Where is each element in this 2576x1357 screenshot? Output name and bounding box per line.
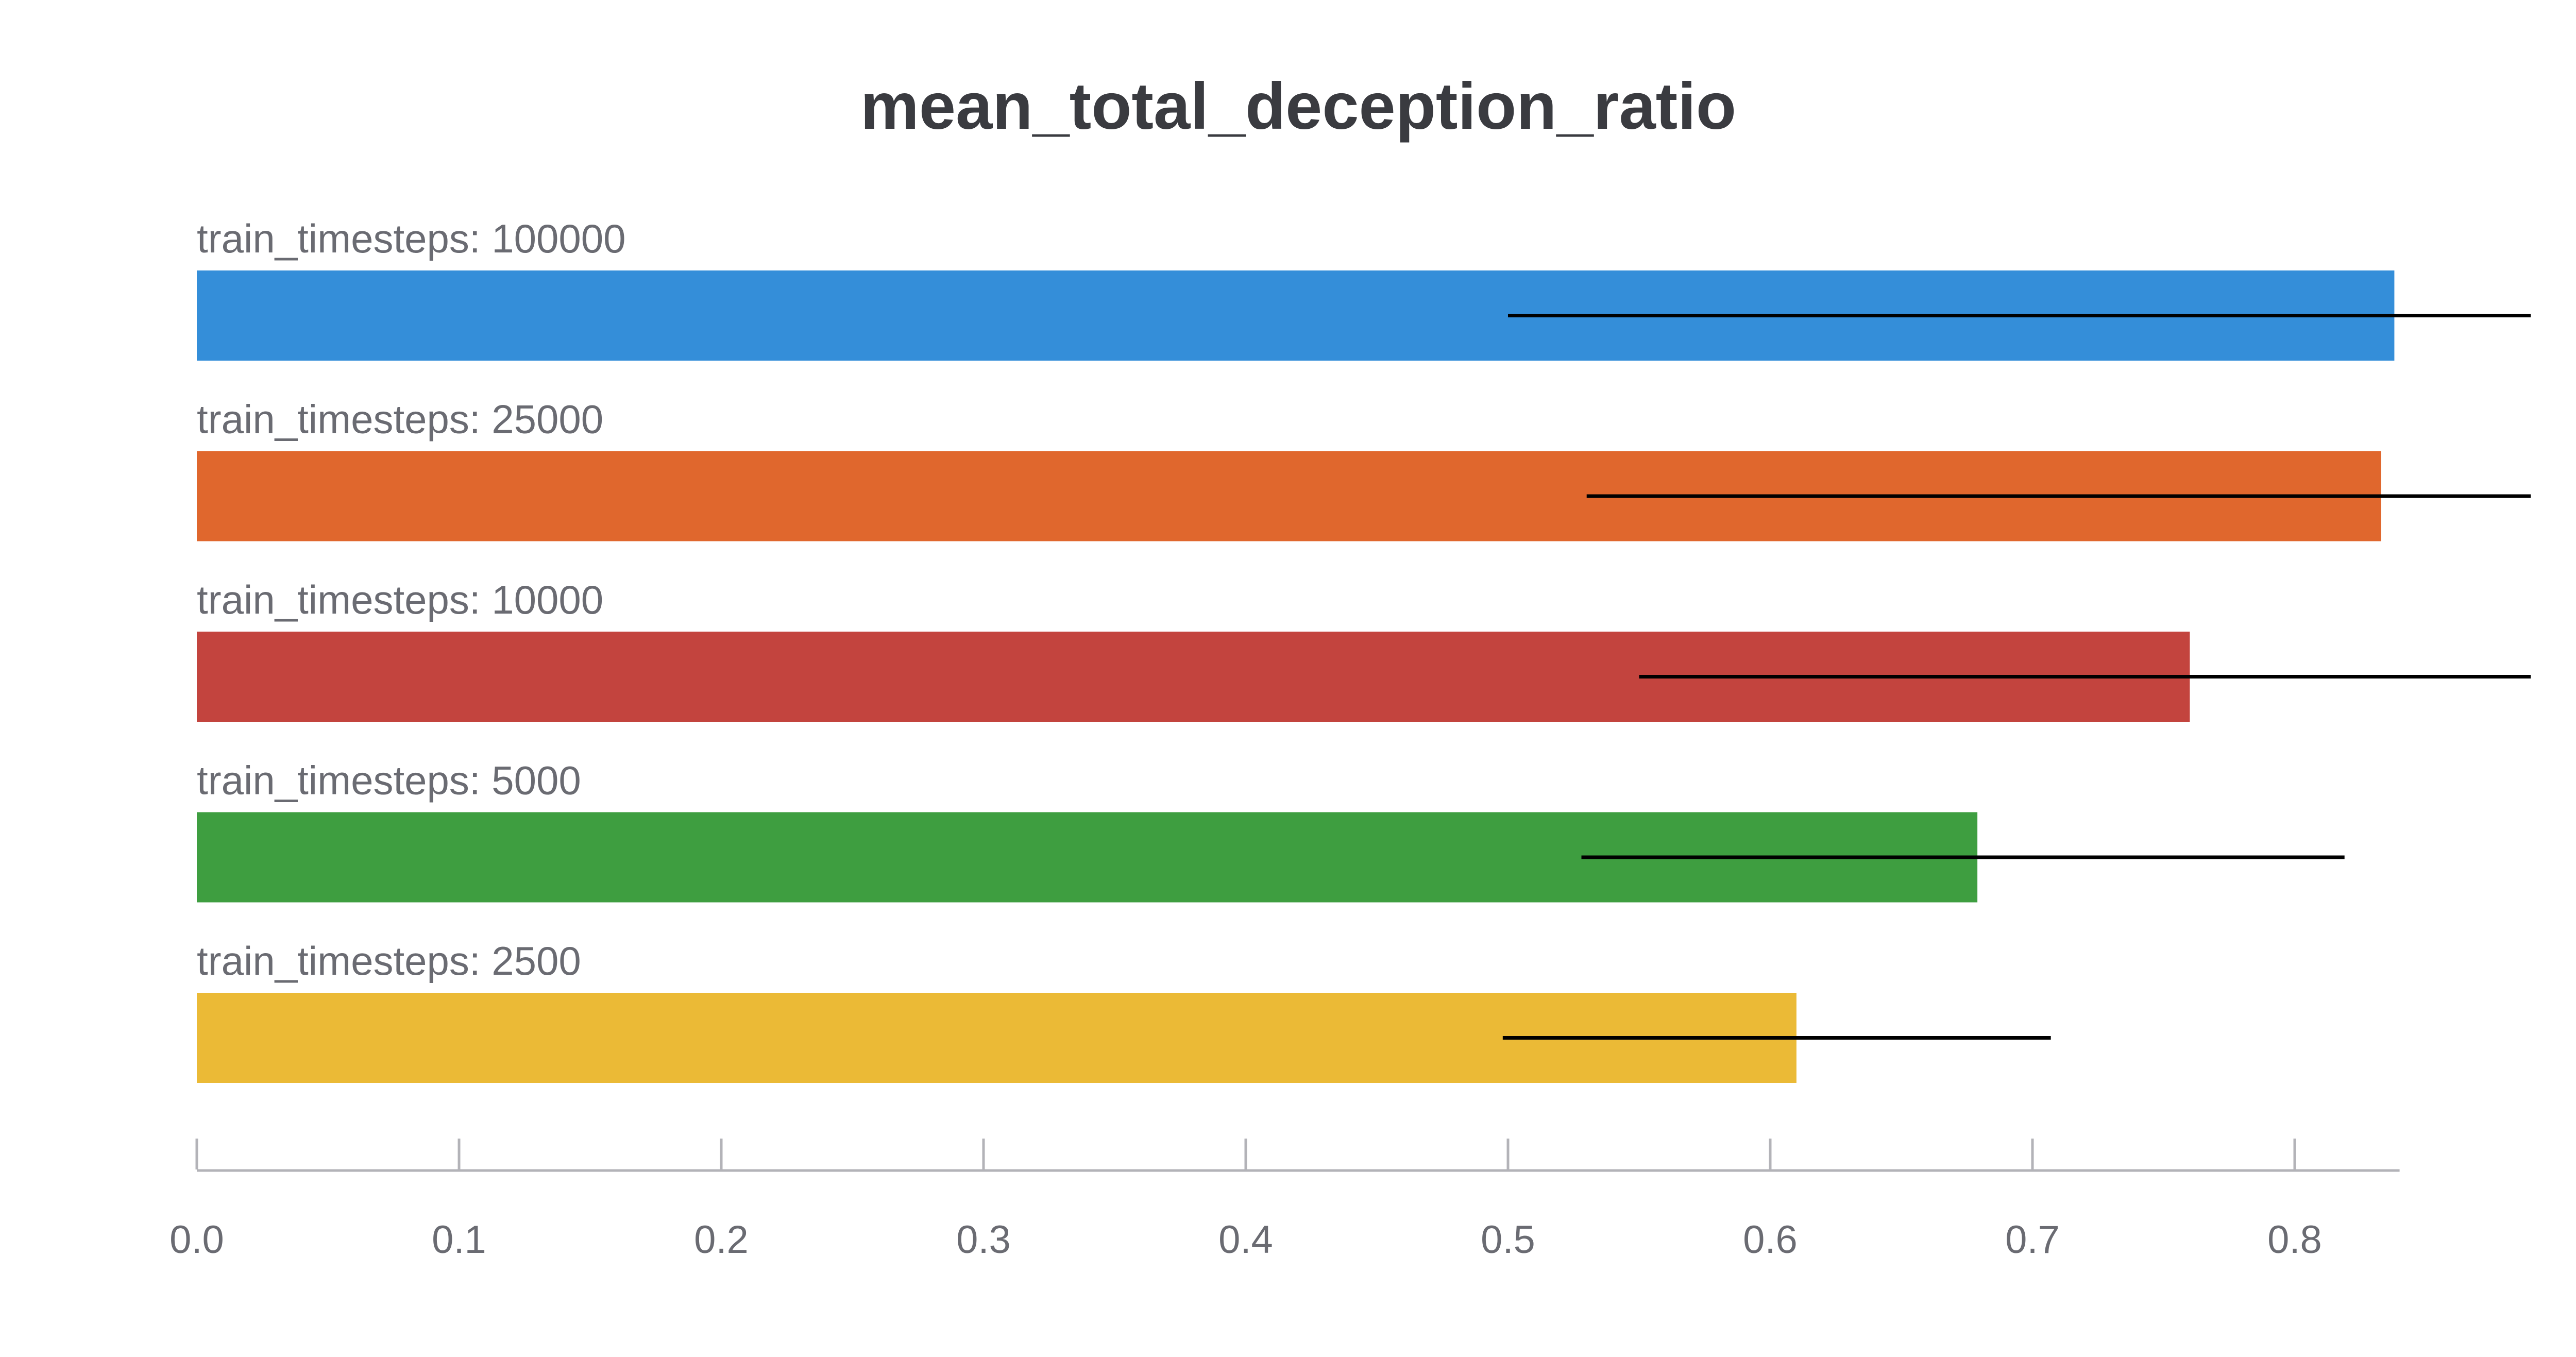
x-tick-label: 0.6	[1743, 1218, 1798, 1262]
chart-title: mean_total_deception_ratio	[860, 70, 1736, 143]
bar-label: train_timesteps: 10000	[197, 577, 603, 622]
x-axis: 0.0 0.1 0.2 0.3 0.4 0.5 0.6 0.7 0.8	[170, 1139, 2400, 1262]
x-tick-label: 0.4	[1218, 1218, 1273, 1262]
x-tick-label: 0.7	[2005, 1218, 2060, 1262]
x-tick-label: 0.2	[694, 1218, 749, 1262]
x-tick-label: 0.0	[170, 1218, 224, 1262]
x-tick-label: 0.8	[2267, 1218, 2322, 1262]
error-bars-layer	[1502, 314, 2531, 1040]
x-tick-label: 0.1	[432, 1218, 486, 1262]
x-tick-label: 0.3	[956, 1218, 1011, 1262]
bar-label: train_timesteps: 100000	[197, 216, 626, 261]
bar-label: train_timesteps: 5000	[197, 758, 581, 803]
x-tick-label: 0.5	[1481, 1218, 1535, 1262]
bars-layer: train_timesteps: 100000 train_timesteps: …	[197, 216, 2395, 1083]
bar-label: train_timesteps: 25000	[197, 397, 603, 442]
bar-label: train_timesteps: 2500	[197, 938, 581, 983]
